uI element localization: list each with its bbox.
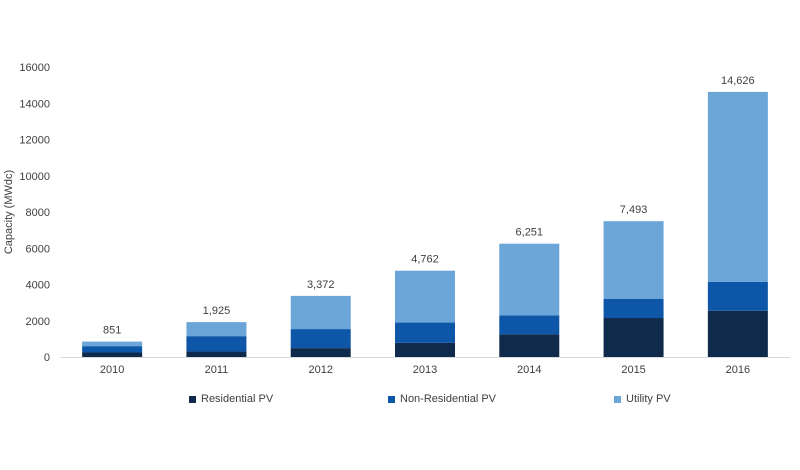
bar-total-label: 1,925	[203, 305, 231, 317]
bar-total-label: 851	[103, 325, 121, 337]
bar-segment-utility	[82, 341, 143, 347]
bar-totals: 851 1,925 3,372 4,762 6,251 7,493 14,626	[103, 75, 755, 337]
bar-segment-residential	[82, 352, 143, 357]
bar-segment-non-residential	[707, 281, 768, 311]
y-tick-label: 6000	[26, 243, 50, 255]
bar-segment-non-residential	[499, 315, 560, 335]
bar-segment-non-residential	[82, 346, 143, 353]
stacked-bar-chart: Capacity (MWdc) 0 2000 4000 6000 8000 10000 12…	[3, 62, 790, 376]
bar-segment-utility	[186, 322, 247, 337]
y-tick-label: 4000	[26, 280, 50, 292]
bar-segment-non-residential	[186, 336, 247, 352]
legend-label-non-residential: Non-Residential PV	[400, 393, 496, 405]
y-tick-label: 2000	[26, 316, 50, 328]
bar-segment-residential	[707, 310, 768, 357]
chart-legend: Residential PV Non-Residential PV Utilit…	[0, 393, 800, 409]
bar-segment-non-residential	[603, 299, 664, 319]
bar-segment-non-residential	[290, 329, 351, 349]
y-axis-ticks: 0 2000 4000 6000 8000 10000 12000 14000 16000	[19, 62, 50, 364]
bar-total-label: 6,251	[516, 227, 544, 239]
legend-swatch-non-residential	[388, 395, 395, 403]
y-axis-label: Capacity (MWdc)	[3, 170, 15, 254]
bar-segment-residential	[603, 318, 664, 357]
x-axis-ticks: 2010 2011 2012 2013 2014 2015 2016	[100, 364, 750, 376]
legend-swatch-residential	[189, 395, 196, 403]
bar-segment-residential	[290, 348, 351, 357]
bar-segment-utility	[499, 243, 560, 316]
bar-segment-residential	[395, 342, 455, 357]
bar-segment-residential	[499, 334, 560, 357]
x-tick-label: 2011	[205, 364, 229, 376]
bar-segment-utility	[290, 295, 351, 330]
legend-item-non-residential: Non-Residential PV	[388, 393, 496, 405]
bar-total-label: 4,762	[411, 254, 439, 266]
bar-total-label: 7,493	[620, 204, 648, 216]
bars-group	[82, 91, 768, 357]
legend-item-residential: Residential PV	[189, 393, 273, 405]
legend-swatch-utility	[614, 395, 621, 403]
bar-segment-utility	[707, 91, 768, 282]
y-tick-label: 14000	[19, 98, 50, 110]
y-tick-label: 8000	[26, 207, 50, 219]
y-tick-label: 0	[44, 352, 50, 364]
x-tick-label: 2014	[517, 364, 541, 376]
bar-segment-utility	[395, 270, 455, 323]
x-tick-label: 2016	[726, 364, 750, 376]
bar-segment-non-residential	[395, 322, 455, 343]
legend-label-utility: Utility PV	[626, 393, 671, 405]
bar-total-label: 14,626	[721, 75, 755, 87]
y-tick-label: 10000	[19, 171, 50, 183]
bar-segment-residential	[186, 351, 247, 357]
x-tick-label: 2010	[100, 364, 124, 376]
legend-label-residential: Residential PV	[201, 393, 274, 405]
bar-total-label: 3,372	[307, 279, 335, 291]
y-tick-label: 12000	[19, 135, 50, 147]
bar-segment-utility	[603, 221, 664, 299]
x-tick-label: 2012	[308, 364, 332, 376]
x-tick-label: 2015	[621, 364, 645, 376]
legend-item-utility: Utility PV	[614, 393, 671, 405]
x-tick-label: 2013	[413, 364, 437, 376]
y-tick-label: 16000	[19, 62, 50, 74]
